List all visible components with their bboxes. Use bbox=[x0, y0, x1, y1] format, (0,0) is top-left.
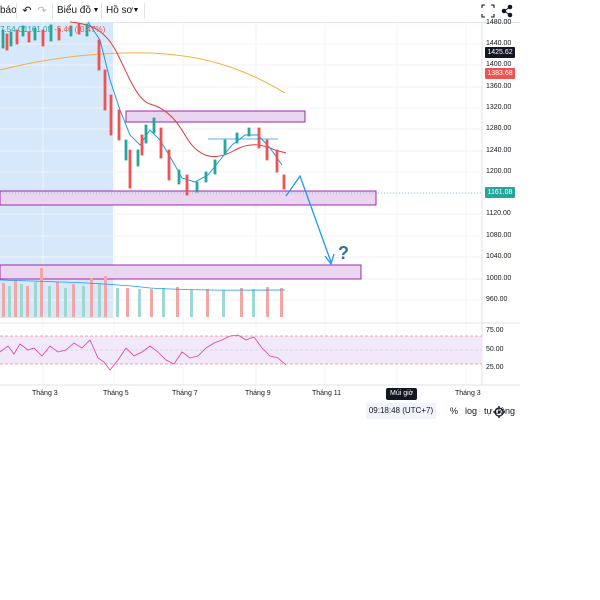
legend-values: 7.54 bbox=[0, 25, 16, 34]
log-toggle[interactable]: log bbox=[465, 406, 478, 416]
last-price-tag: 1161.08 bbox=[485, 187, 515, 198]
profile-menu-button[interactable]: Hồ sơ bbox=[106, 5, 134, 16]
timezone-tooltip: Múi giờ bbox=[386, 388, 418, 400]
rsi-tick: 50.00 bbox=[486, 346, 504, 353]
price-tick: 1360.00 bbox=[486, 83, 512, 90]
legend-close: C1161.08 bbox=[17, 25, 52, 34]
time-tick: Tháng 7 bbox=[172, 390, 198, 397]
undo-icon[interactable]: ↶ bbox=[22, 5, 32, 17]
arrow-head bbox=[324, 253, 335, 266]
time-tick: Tháng 5 bbox=[103, 390, 129, 397]
toolbar-separator bbox=[144, 3, 145, 19]
chevron-down-icon[interactable]: ▼ bbox=[132, 7, 140, 14]
price-tick: 960.00 bbox=[486, 296, 508, 303]
toolbar-icons bbox=[481, 4, 513, 18]
fullscreen-icon[interactable] bbox=[481, 4, 495, 18]
price-tick: 1240.00 bbox=[486, 147, 512, 154]
projection-arrow[interactable] bbox=[285, 174, 332, 263]
legend-change: -5.46 (-0.47%) bbox=[54, 25, 106, 34]
toolbar-separator bbox=[52, 3, 53, 19]
high-price-tag: 1383.68 bbox=[485, 68, 515, 79]
price-tick: 1440.00 bbox=[486, 40, 512, 47]
ma-20-line bbox=[87, 21, 283, 183]
chart-menu-button[interactable]: Biểu đồ bbox=[57, 5, 91, 16]
time-tick: Tháng 3 bbox=[455, 390, 481, 397]
rsi-tick: 75.00 bbox=[486, 327, 504, 334]
alert-button[interactable]: báo bbox=[0, 5, 17, 16]
top-toolbar: báo ↶ ↷ Biểu đồ ▼ Hồ sơ ▼ bbox=[0, 0, 520, 23]
price-tick: 1080.00 bbox=[486, 232, 512, 239]
bottom-bar bbox=[0, 402, 520, 424]
price-tick: 1120.00 bbox=[486, 210, 511, 217]
time-tick: Tháng 9 bbox=[245, 390, 271, 397]
settings-icon[interactable] bbox=[493, 406, 505, 418]
volume-ma-line bbox=[0, 279, 286, 291]
time-tick: Tháng 11 bbox=[312, 390, 342, 397]
right-tools bbox=[478, 2, 518, 20]
price-tick: 1200.00 bbox=[486, 168, 512, 175]
price-tick: 1000.00 bbox=[486, 275, 512, 282]
chevron-down-icon[interactable]: ▼ bbox=[92, 7, 100, 14]
ma-price-tag: 1425.62 bbox=[485, 47, 515, 58]
volume-bars bbox=[0, 268, 286, 317]
share-icon[interactable] bbox=[501, 4, 513, 18]
price-tick: 1480.00 bbox=[486, 19, 512, 26]
redo-icon[interactable]: ↷ bbox=[37, 5, 47, 17]
time-tick: Tháng 3 bbox=[32, 390, 58, 397]
timezone-button[interactable]: 09:18:48 (UTC+7) bbox=[366, 403, 436, 419]
price-tick: 1280.00 bbox=[486, 125, 512, 132]
rsi-tick: 25.00 bbox=[486, 364, 504, 371]
price-tick: 1400.00 bbox=[486, 61, 512, 68]
rsi-line bbox=[0, 334, 287, 371]
ma-50-line bbox=[69, 21, 287, 158]
price-tick: 1040.00 bbox=[486, 253, 512, 260]
target-zone[interactable] bbox=[0, 264, 362, 280]
toolbar-separator bbox=[16, 3, 17, 19]
candlesticks bbox=[1, 23, 286, 196]
auto-toggle[interactable]: tự động bbox=[484, 406, 516, 416]
price-legend: 7.54 C1161.08 -5.46 (-0.47%) bbox=[0, 25, 105, 35]
toolbar-separator bbox=[101, 3, 102, 19]
percent-toggle[interactable]: % bbox=[450, 406, 459, 416]
ma-200-line bbox=[0, 52, 286, 94]
resistance-zone[interactable] bbox=[125, 110, 306, 123]
grid-horizontal bbox=[0, 43, 482, 301]
price-tick: 1320.00 bbox=[486, 104, 512, 111]
question-annotation[interactable]: ? bbox=[338, 243, 349, 263]
